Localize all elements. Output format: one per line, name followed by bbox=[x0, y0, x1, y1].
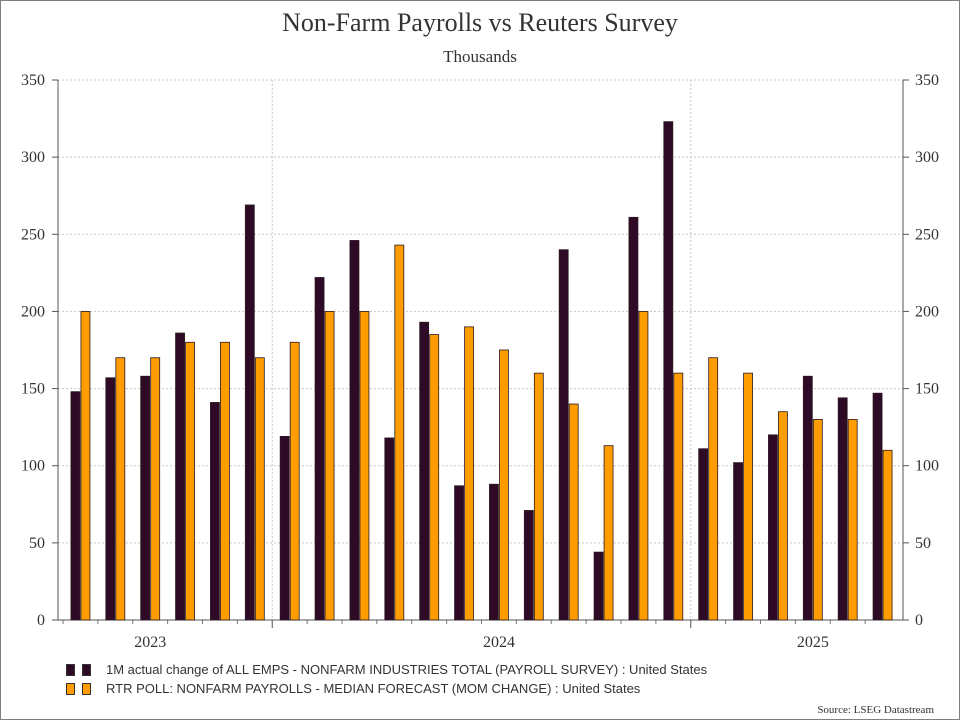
y-tick-label-right: 150 bbox=[915, 381, 939, 398]
bar-forecast-2023-09 bbox=[394, 244, 405, 621]
y-tick-label-left: 150 bbox=[21, 381, 45, 398]
y-tick-label-right: 200 bbox=[915, 303, 939, 320]
y-tick-label-right: 0 bbox=[915, 612, 923, 629]
legend-item-forecast: RTR POLL: NONFARM PAYROLLS - MEDIAN FORE… bbox=[66, 679, 707, 698]
bar-actual-2024-02 bbox=[558, 249, 569, 621]
legend-swatch-actual-2 bbox=[82, 663, 91, 676]
bar-actual-2023-07 bbox=[314, 277, 325, 621]
bar-forecast-2023-05 bbox=[254, 357, 265, 621]
bar-actual-2022-12 bbox=[70, 391, 81, 621]
bar-actual-2024-03 bbox=[593, 551, 604, 621]
y-tick-label-right: 50 bbox=[915, 535, 931, 552]
bar-forecast-2022-12 bbox=[80, 311, 91, 621]
y-tick-label-left: 50 bbox=[29, 535, 45, 552]
y-tick-label-left: 300 bbox=[21, 149, 45, 166]
bar-forecast-2023-03 bbox=[185, 341, 195, 621]
bar-actual-2023-08 bbox=[349, 240, 360, 621]
bar-actual-2024-09 bbox=[802, 375, 813, 621]
bar-actual-2024-08 bbox=[768, 434, 778, 621]
y-tick-label-right: 250 bbox=[915, 226, 939, 243]
bar-forecast-2024-04 bbox=[638, 311, 649, 621]
bar-actual-2024-11 bbox=[872, 392, 883, 621]
bar-actual-2024-01 bbox=[523, 510, 534, 621]
x-year-label-2025: 2025 bbox=[797, 634, 829, 651]
bar-forecast-2024-09 bbox=[812, 419, 823, 621]
legend-item-actual: 1M actual change of ALL EMPS - NONFARM I… bbox=[66, 660, 707, 679]
y-tick-label-right: 350 bbox=[915, 72, 939, 89]
bar-actual-2023-12 bbox=[489, 483, 499, 621]
y-tick-label-left: 200 bbox=[21, 303, 45, 320]
source-note: Source: LSEG Datastream bbox=[817, 704, 934, 716]
bar-forecast-2024-06 bbox=[708, 357, 719, 621]
bar-forecast-2024-01 bbox=[533, 372, 544, 621]
bar-forecast-2024-10 bbox=[847, 419, 858, 621]
chart-subtitle: Thousands bbox=[443, 47, 517, 66]
bar-actual-2024-05 bbox=[663, 121, 674, 621]
bar-actual-2024-04 bbox=[628, 216, 639, 621]
bar-forecast-2023-12 bbox=[499, 349, 509, 621]
legend-label-actual: 1M actual change of ALL EMPS - NONFARM I… bbox=[106, 662, 708, 677]
bar-actual-2023-11 bbox=[454, 485, 464, 621]
legend-swatch-forecast bbox=[66, 682, 75, 695]
bar-actual-2023-03 bbox=[175, 332, 185, 621]
legend-swatch-actual bbox=[66, 663, 75, 676]
legend-label-forecast: RTR POLL: NONFARM PAYROLLS - MEDIAN FORE… bbox=[106, 681, 641, 696]
y-tick-label-left: 350 bbox=[21, 72, 45, 89]
chart-title: Non-Farm Payrolls vs Reuters Survey bbox=[282, 8, 678, 37]
y-tick-label-left: 100 bbox=[21, 458, 45, 475]
bar-actual-2023-04 bbox=[210, 402, 220, 621]
bar-forecast-2024-05 bbox=[673, 372, 684, 621]
bar-forecast-2023-04 bbox=[220, 341, 230, 621]
bar-actual-2024-07 bbox=[733, 462, 743, 621]
bar-forecast-2024-02 bbox=[568, 403, 579, 621]
y-tick-label-right: 100 bbox=[915, 458, 939, 475]
bar-forecast-2024-03 bbox=[603, 445, 614, 621]
bar-actual-2024-10 bbox=[837, 397, 848, 621]
bar-actual-2023-05 bbox=[244, 204, 255, 621]
y-tick-label-right: 300 bbox=[915, 149, 939, 166]
bar-actual-2023-09 bbox=[384, 437, 395, 621]
x-year-label-2024: 2024 bbox=[483, 634, 515, 651]
legend: 1M actual change of ALL EMPS - NONFARM I… bbox=[66, 660, 707, 698]
bar-actual-2023-02 bbox=[140, 375, 151, 621]
bar-forecast-2024-11 bbox=[882, 449, 893, 621]
bar-forecast-2023-02 bbox=[150, 357, 161, 621]
bar-actual-2023-01 bbox=[105, 377, 116, 621]
bar-forecast-2024-07 bbox=[743, 372, 753, 621]
bar-forecast-2023-07 bbox=[324, 311, 335, 621]
bar-forecast-2023-11 bbox=[464, 326, 474, 621]
bar-actual-2024-06 bbox=[698, 448, 709, 621]
bar-forecast-2023-06 bbox=[289, 341, 300, 621]
bar-actual-2023-10 bbox=[419, 321, 430, 621]
bar-actual-2023-06 bbox=[279, 435, 290, 621]
bar-forecast-2023-08 bbox=[359, 311, 370, 621]
bar-forecast-2024-08 bbox=[778, 411, 788, 621]
bar-forecast-2023-10 bbox=[429, 334, 440, 621]
y-tick-label-left: 250 bbox=[21, 226, 45, 243]
bar-forecast-2023-01 bbox=[115, 357, 126, 621]
legend-swatch-forecast-2 bbox=[82, 682, 91, 695]
x-year-label-2023: 2023 bbox=[134, 634, 166, 651]
y-tick-label-left: 0 bbox=[37, 612, 45, 629]
